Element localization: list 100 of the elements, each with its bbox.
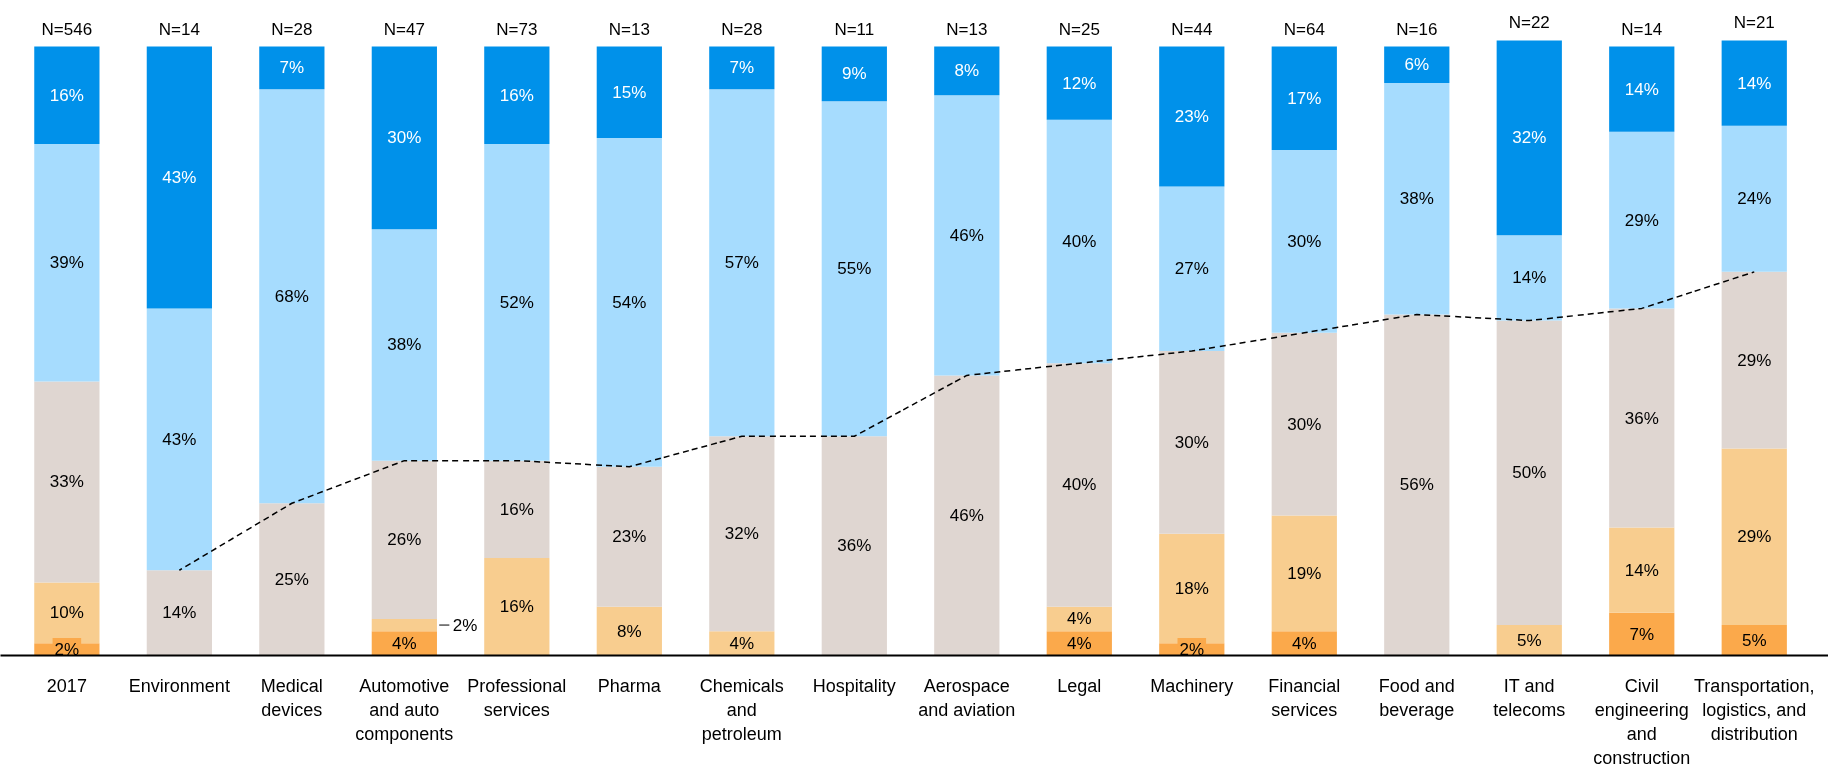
bar xyxy=(934,46,1000,96)
bar xyxy=(1159,533,1225,644)
x-tick-label: IT and telecoms xyxy=(1493,675,1566,720)
data-label: 5% xyxy=(1516,630,1542,650)
annotation: N=13 xyxy=(608,19,650,39)
data-label: 4% xyxy=(392,633,417,653)
annotation: N=44 xyxy=(1171,19,1213,39)
data-label: 38% xyxy=(387,335,422,355)
data-label: 43% xyxy=(162,167,197,187)
data-label: 24% xyxy=(1737,189,1772,209)
data-label: 55% xyxy=(837,259,872,279)
x-tick-label: Chemicals and petroleum xyxy=(699,675,784,744)
data-label: 57% xyxy=(724,253,759,273)
bar xyxy=(259,46,325,90)
x-tick-label: Environment xyxy=(128,675,230,696)
bar xyxy=(484,558,550,656)
bar xyxy=(1721,625,1787,656)
data-label: 14% xyxy=(1512,268,1547,288)
data-label: 30% xyxy=(1287,231,1322,251)
bar xyxy=(1721,125,1787,272)
annotation: N=28 xyxy=(271,19,313,39)
bar xyxy=(1496,40,1562,236)
bar xyxy=(1046,363,1112,607)
bar xyxy=(821,101,887,437)
bar xyxy=(1609,131,1675,309)
annotation: N=546 xyxy=(41,19,93,39)
bar xyxy=(821,436,887,656)
annotation: N=73 xyxy=(496,19,538,39)
bar xyxy=(709,89,775,437)
bar xyxy=(934,95,1000,376)
data-label: 40% xyxy=(1062,231,1097,251)
bar xyxy=(1271,332,1337,516)
x-tick-label: 2017 xyxy=(46,675,87,696)
bar xyxy=(934,375,1000,656)
bar xyxy=(709,436,775,632)
x-tick-label: Automotive and auto components xyxy=(355,675,454,744)
bar xyxy=(146,308,212,571)
bar xyxy=(1609,46,1675,132)
annotation: N=14 xyxy=(1621,19,1663,39)
data-label: 39% xyxy=(49,253,84,273)
data-label: 25% xyxy=(274,569,309,589)
bar xyxy=(1721,448,1787,626)
bar xyxy=(596,137,662,467)
annotation: N=28 xyxy=(721,19,763,39)
bar xyxy=(34,46,100,144)
data-label: 7% xyxy=(729,58,755,78)
data-label: 36% xyxy=(1624,408,1659,428)
data-label: 56% xyxy=(1399,475,1434,495)
data-label: 32% xyxy=(724,524,759,544)
data-label: 14% xyxy=(1624,560,1659,580)
data-label: 4% xyxy=(1067,609,1092,629)
data-label: 33% xyxy=(49,472,84,492)
data-label: 68% xyxy=(274,286,309,306)
bar xyxy=(484,46,550,144)
data-label: 7% xyxy=(279,58,305,78)
data-label: 9% xyxy=(842,64,867,84)
data-label: 8% xyxy=(617,621,642,641)
data-label: 14% xyxy=(1737,73,1772,93)
data-label: 6% xyxy=(1404,55,1430,75)
bar xyxy=(371,229,437,461)
data-label: 30% xyxy=(1287,414,1322,434)
bar xyxy=(259,503,325,656)
data-label: 18% xyxy=(1174,579,1209,599)
x-tick-label: Food and beverage xyxy=(1378,675,1455,720)
data-label: 46% xyxy=(949,225,984,245)
x-tick-label: Hospitality xyxy=(812,675,896,696)
data-label: 23% xyxy=(1174,107,1209,127)
annotation: N=14 xyxy=(158,19,200,39)
bar xyxy=(1271,46,1337,151)
bar xyxy=(259,89,325,504)
bar xyxy=(1609,612,1675,656)
data-label: 30% xyxy=(387,128,422,148)
data-label: 50% xyxy=(1512,463,1547,483)
data-label: 7% xyxy=(1629,624,1655,644)
annotation: N=11 xyxy=(834,19,875,39)
bar xyxy=(1609,308,1675,528)
bar xyxy=(371,460,437,619)
x-tick-label: Civil engineering and construction xyxy=(1593,675,1691,768)
bar xyxy=(1496,320,1562,626)
bar xyxy=(146,46,212,309)
bar xyxy=(1384,83,1450,315)
bar xyxy=(1609,527,1675,613)
bar xyxy=(596,46,662,138)
bar xyxy=(1159,186,1225,352)
bar xyxy=(1271,150,1337,333)
data-label: 43% xyxy=(162,429,197,449)
annotation: N=25 xyxy=(1058,19,1100,39)
x-tick-label: Financial services xyxy=(1268,675,1341,720)
bar xyxy=(596,606,662,656)
data-label: 38% xyxy=(1399,189,1434,209)
bar xyxy=(1271,515,1337,632)
data-label: 23% xyxy=(612,527,647,547)
data-label: 29% xyxy=(1624,210,1659,230)
data-label: 4% xyxy=(729,633,755,653)
annotation: N=21 xyxy=(1733,13,1775,33)
bar xyxy=(1496,235,1562,321)
data-label: 36% xyxy=(837,536,872,556)
bar xyxy=(1721,40,1787,126)
data-label: 29% xyxy=(1737,527,1772,547)
data-label: 17% xyxy=(1287,88,1322,108)
